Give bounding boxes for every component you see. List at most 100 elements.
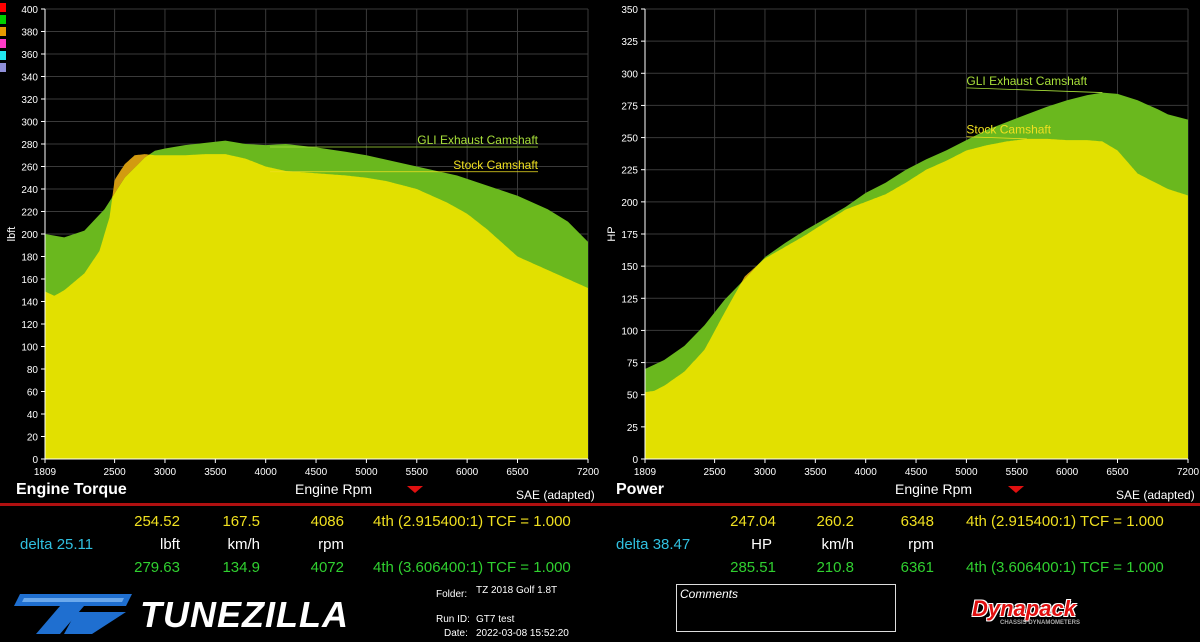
y-tick-label: 400 <box>21 5 38 16</box>
runid-label: Run ID: <box>436 614 470 625</box>
x-tick-label: 3000 <box>754 467 777 478</box>
x-tick-label: 1809 <box>634 467 657 478</box>
y-tick-label: 360 <box>21 50 38 61</box>
date-value: 2022-03-08 15:52:20 <box>476 628 569 639</box>
y-tick-label: 240 <box>21 185 38 196</box>
torque-run2-value: 279.63 <box>134 559 180 576</box>
color-swatch <box>0 15 6 24</box>
date-label: Date: <box>444 628 468 639</box>
power-run1-gear: 4th (2.915400:1) TCF = 1.000 <box>966 513 1164 530</box>
y-tick-label: 80 <box>27 365 39 376</box>
y-tick-label: 380 <box>21 28 38 39</box>
y-tick-label: 300 <box>621 69 638 80</box>
y-tick-label: 180 <box>21 253 38 264</box>
folder-value: TZ 2018 Golf 1.8T <box>476 585 558 596</box>
torque-chart-title: Engine Torque <box>16 481 127 498</box>
torque-unit-value: lbft <box>159 536 180 553</box>
tunezilla-tz-logo-icon <box>14 594 132 634</box>
x-tick-label: 6500 <box>1106 467 1129 478</box>
x-tick-label: 4500 <box>305 467 328 478</box>
torque-xlabel: Engine Rpm <box>295 481 373 497</box>
color-swatch <box>0 39 6 48</box>
annotation-stock-label: Stock Camshaft <box>453 158 538 172</box>
y-tick-label: 20 <box>27 433 39 444</box>
y-tick-label: 25 <box>627 423 639 434</box>
comments-label: Comments <box>680 587 739 601</box>
y-tick-label: 200 <box>621 198 638 209</box>
series-area-stock <box>645 138 1188 459</box>
torque-unit-speed: km/h <box>227 536 260 553</box>
annotation-gli-label: GLI Exhaust Camshaft <box>966 74 1087 88</box>
dyno-charts: 0 20 40 60 80 100 120 140 160 180 200 220 240 260 280 3… <box>6 5 1200 478</box>
y-tick-label: 200 <box>21 230 38 241</box>
y-tick-label: 60 <box>27 388 39 399</box>
power-run1-rpm: 6348 <box>900 513 934 530</box>
x-tick-label: 4000 <box>855 467 878 478</box>
x-tick-label: 3500 <box>204 467 227 478</box>
power-run1-value: 247.04 <box>730 513 776 530</box>
folder-label: Folder: <box>436 589 468 600</box>
power-run1-speed: 260.2 <box>816 513 854 530</box>
x-tick-label: 5000 <box>955 467 978 478</box>
y-axis-label: lbft <box>6 227 18 242</box>
x-tick-label: 4000 <box>255 467 278 478</box>
y-tick-label: 125 <box>621 294 638 305</box>
dynapack-subtitle: CHASSIS DYNAMOMETERS <box>1000 620 1081 626</box>
y-tick-label: 320 <box>21 95 38 106</box>
torque-run2-gear: 4th (3.606400:1) TCF = 1.000 <box>373 559 571 576</box>
y-tick-label: 300 <box>21 118 38 129</box>
x-tick-label: 5500 <box>1006 467 1029 478</box>
power-unit-speed: km/h <box>821 536 854 553</box>
y-tick-label: 150 <box>621 262 638 273</box>
y-tick-label: 350 <box>621 5 638 16</box>
y-tick-label: 250 <box>621 134 638 145</box>
power-sae-label: SAE (adapted) <box>1116 488 1195 502</box>
power-dropdown-arrow-icon[interactable] <box>1008 486 1024 494</box>
torque-run2-rpm: 4072 <box>310 559 344 576</box>
power-xlabel: Engine Rpm <box>895 481 973 497</box>
y-tick-label: 100 <box>621 326 638 337</box>
torque-run1-speed: 167.5 <box>222 513 260 530</box>
power-run2-value: 285.51 <box>730 559 776 576</box>
y-tick-label: 340 <box>21 73 38 84</box>
torque-dropdown-arrow-icon[interactable] <box>407 486 423 494</box>
y-tick-label: 0 <box>632 455 638 466</box>
y-tick-label: 260 <box>21 163 38 174</box>
x-tick-label: 1809 <box>34 467 57 478</box>
runid-value: GT7 test <box>476 614 515 625</box>
power-run2-gear: 4th (3.606400:1) TCF = 1.000 <box>966 559 1164 576</box>
series-area-stock <box>45 154 588 459</box>
y-tick-label: 75 <box>627 359 639 370</box>
y-tick-label: 275 <box>621 101 638 112</box>
torque-run2-speed: 134.9 <box>222 559 260 576</box>
power-chart: 0 25 50 75 100 125 150 175 200 225 250 275 300 325 350… <box>606 5 1200 478</box>
y-tick-label: 0 <box>32 455 38 466</box>
comments-box[interactable]: Comments <box>676 584 896 632</box>
y-tick-label: 140 <box>21 298 38 309</box>
y-tick-label: 220 <box>21 208 38 219</box>
torque-sae-label: SAE (adapted) <box>516 488 595 502</box>
torque-run1-rpm: 4086 <box>310 513 344 530</box>
red-divider <box>0 503 1200 506</box>
torque-run1-value: 254.52 <box>134 513 180 530</box>
color-swatch <box>0 63 6 72</box>
x-tick-label: 3000 <box>154 467 177 478</box>
annotation-leader <box>966 87 1103 93</box>
power-chart-title: Power <box>616 481 665 498</box>
y-tick-label: 100 <box>21 343 38 354</box>
y-tick-label: 175 <box>621 230 638 241</box>
x-tick-label: 5500 <box>406 467 429 478</box>
y-tick-label: 160 <box>21 275 38 286</box>
y-tick-label: 280 <box>21 140 38 151</box>
x-tick-label: 6000 <box>1056 467 1079 478</box>
annotation-gli-label: GLI Exhaust Camshaft <box>417 133 538 147</box>
annotation-leader <box>966 136 1027 140</box>
x-tick-label: 5000 <box>355 467 378 478</box>
color-swatch <box>0 3 6 12</box>
x-tick-label: 7200 <box>577 467 600 478</box>
color-swatch <box>0 27 6 36</box>
power-unit-rpm: rpm <box>908 536 934 553</box>
x-tick-label: 2500 <box>103 467 126 478</box>
power-delta: delta 38.47 <box>616 536 691 553</box>
color-swatch <box>0 51 6 60</box>
